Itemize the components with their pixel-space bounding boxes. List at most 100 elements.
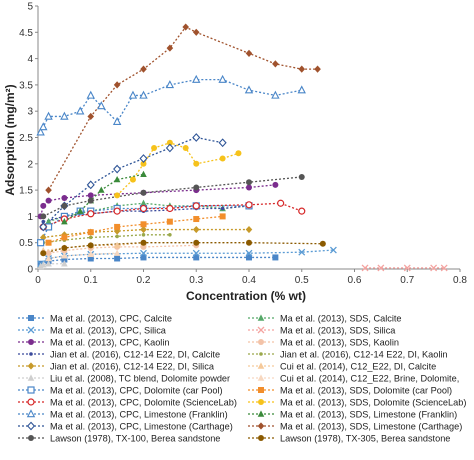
legend-item: Ma et al. (2013), SDS, Limestone (Frankl… bbox=[248, 410, 457, 420]
legend-item: Ma et al. (2013), CPC, Dolomite (car Poo… bbox=[18, 386, 223, 396]
data-point bbox=[257, 374, 265, 381]
data-point bbox=[139, 154, 148, 163]
x-tick-label: 0 bbox=[35, 275, 41, 286]
series-markers bbox=[37, 254, 279, 267]
data-point bbox=[193, 216, 200, 223]
data-point bbox=[87, 255, 94, 262]
data-point bbox=[246, 239, 252, 246]
data-point bbox=[41, 219, 46, 224]
data-point bbox=[258, 435, 264, 441]
data-point bbox=[37, 239, 45, 247]
y-tick-label: 0.5 bbox=[19, 238, 33, 249]
legend-item: Ma et al. (2013), SDS, Dolomite (car Poo… bbox=[248, 386, 452, 396]
series-line bbox=[40, 78, 302, 133]
legend-label: Liu et al. (2008), TC blend, Dolomite po… bbox=[50, 374, 230, 384]
legend-item: Jian et al. (2016), C12-14 E22, DI, Calc… bbox=[18, 350, 220, 360]
legend-label: Ma et al. (2013), SDS, Dolomite (car Poo… bbox=[280, 386, 452, 396]
data-point bbox=[192, 249, 200, 257]
data-point bbox=[193, 239, 200, 246]
x-tick-label: 0.3 bbox=[189, 275, 203, 286]
series-line bbox=[48, 252, 118, 260]
data-point bbox=[27, 362, 35, 370]
y-tick-label: 5 bbox=[27, 2, 33, 13]
data-point bbox=[329, 246, 337, 254]
y-tick-label: 3.5 bbox=[19, 80, 33, 91]
data-point bbox=[29, 352, 33, 356]
data-point bbox=[166, 44, 174, 52]
data-point bbox=[87, 112, 95, 121]
data-point bbox=[114, 192, 121, 199]
data-point bbox=[272, 60, 279, 68]
data-point bbox=[140, 249, 147, 257]
data-point bbox=[113, 81, 121, 89]
series-line bbox=[42, 136, 223, 228]
data-point bbox=[61, 256, 68, 263]
data-point bbox=[165, 143, 174, 153]
y-tick-label: 4 bbox=[27, 54, 33, 65]
data-point bbox=[36, 127, 45, 136]
data-point bbox=[140, 221, 147, 228]
data-point bbox=[40, 202, 47, 209]
data-point bbox=[114, 223, 121, 230]
data-point bbox=[27, 398, 35, 406]
data-point bbox=[245, 49, 253, 57]
legend-label: Cui et al. (2014), C12_E22, DI, Calcite bbox=[280, 362, 436, 372]
legend-item: Ma et al. (2013), CPC, Calcite bbox=[18, 314, 172, 324]
y-tick-label: 1 bbox=[27, 212, 33, 223]
legend-label: Lawson (1978), TX-305, Berea sandstone bbox=[280, 434, 450, 444]
data-point bbox=[258, 399, 264, 405]
data-point bbox=[45, 250, 52, 257]
data-point bbox=[182, 23, 189, 31]
data-point bbox=[257, 362, 265, 369]
data-point bbox=[61, 194, 68, 201]
axes: 0 0.1 0.2 0.3 0.4 0.5 0.6 0.7 0.8 0 0.5 1 1.5 2 2.5 3 3.… bbox=[19, 2, 467, 287]
legend-item: Cui et al. (2014), C12_E22, Brine, Dolom… bbox=[248, 374, 459, 384]
legend-item: Ma et al. (2013), CPC, Limestone (Cartha… bbox=[18, 422, 233, 432]
data-point bbox=[151, 145, 158, 152]
data-point bbox=[193, 160, 200, 167]
legend-label: Jian et al. (2016), C12-14 E22, DI, Kaol… bbox=[280, 350, 448, 360]
data-point bbox=[87, 192, 94, 199]
data-point bbox=[192, 74, 201, 83]
legend-label: Ma et al. (2013), CPC, Limestone (Cartha… bbox=[50, 422, 233, 432]
data-point bbox=[259, 352, 263, 356]
legend-label: Ma et al. (2013), CPC, Dolomite (Science… bbox=[50, 398, 237, 408]
data-point bbox=[61, 252, 68, 259]
series-line bbox=[43, 228, 249, 239]
legend-item: Ma et al. (2013), CPC, Dolomite (Science… bbox=[18, 398, 237, 408]
data-point bbox=[246, 184, 252, 191]
legend-item: Lawson (1978), TX-100, Berea sandstone bbox=[18, 434, 220, 444]
x-tick-label: 0.6 bbox=[348, 275, 362, 286]
data-point bbox=[45, 254, 52, 262]
data-point bbox=[192, 202, 200, 210]
data-point bbox=[298, 65, 306, 73]
data-point bbox=[75, 106, 85, 115]
data-point bbox=[257, 314, 265, 321]
series-markers bbox=[45, 213, 226, 246]
series-markers bbox=[37, 246, 337, 268]
data-point bbox=[27, 326, 35, 334]
series-line bbox=[40, 184, 276, 217]
series-line bbox=[40, 249, 334, 265]
data-point bbox=[271, 90, 280, 99]
legend-label: Jian et al. (2016), C12-14 E22, DI, Calc… bbox=[50, 350, 220, 360]
data-point bbox=[193, 254, 200, 261]
data-point bbox=[112, 116, 122, 125]
data-point bbox=[87, 229, 94, 236]
legend-label: Ma et al. (2013), SDS, Calcite bbox=[280, 314, 402, 324]
series-points bbox=[36, 23, 448, 272]
y-tick-label: 0 bbox=[27, 265, 33, 276]
data-point bbox=[165, 80, 175, 89]
data-point bbox=[115, 234, 119, 239]
data-point bbox=[298, 248, 306, 256]
data-point bbox=[245, 225, 253, 234]
legend-label: Ma et al. (2013), SDS, Silica bbox=[280, 326, 396, 336]
data-point bbox=[272, 181, 279, 188]
data-point bbox=[192, 225, 200, 234]
data-point bbox=[87, 250, 95, 257]
series-markers bbox=[45, 249, 121, 262]
data-point bbox=[27, 374, 35, 381]
data-point bbox=[140, 160, 147, 167]
data-point bbox=[87, 242, 94, 249]
legend-label: Ma et al. (2013), CPC, Dolomite (car Poo… bbox=[50, 386, 223, 396]
